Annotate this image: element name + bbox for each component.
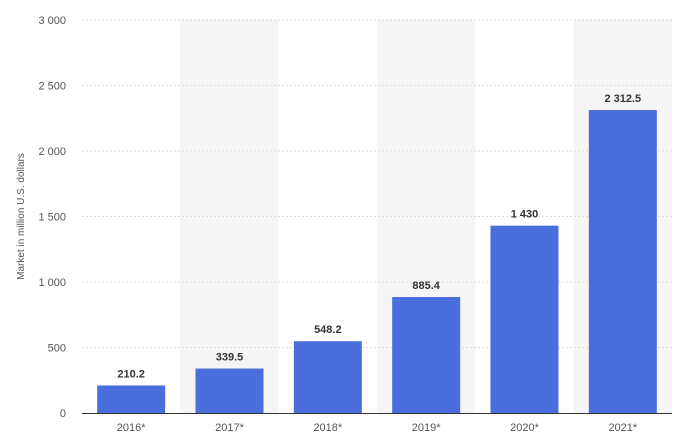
y-tick-label: 2 000 [38, 146, 66, 158]
data-labels: 210.2 339.5 548.2 885.4 1 430 2 312.5 [117, 93, 641, 380]
data-label: 548.2 [314, 324, 342, 336]
y-tick-label: 1 500 [38, 212, 66, 224]
bars [97, 110, 657, 413]
data-label: 2 312.5 [604, 93, 641, 105]
bar[interactable] [293, 341, 362, 413]
y-axis-label: Market in million U.S. dollars [16, 153, 27, 280]
y-tick-label: 2 500 [38, 81, 66, 93]
data-label: 339.5 [216, 352, 244, 364]
bar[interactable] [195, 368, 264, 413]
x-tick-label: 2019* [412, 422, 441, 434]
x-tick-label: 2020* [510, 422, 539, 434]
bar[interactable] [392, 297, 461, 413]
data-label: 1 430 [511, 209, 539, 221]
y-tick-label: 1 000 [38, 277, 66, 289]
y-tick-label: 3 000 [38, 15, 66, 27]
data-label: 210.2 [117, 368, 145, 380]
x-tick-label: 2021* [608, 422, 637, 434]
y-tick-label: 0 [60, 408, 66, 420]
bar[interactable] [588, 110, 657, 413]
x-tick-label: 2016* [117, 422, 146, 434]
bar[interactable] [97, 385, 166, 413]
y-tick-label: 500 [48, 343, 66, 355]
x-tick-label: 2018* [313, 422, 342, 434]
x-axis-ticks: 2016* 2017* 2018* 2019* 2020* 2021* [117, 422, 638, 434]
bar[interactable] [490, 225, 559, 413]
x-tick-label: 2017* [215, 422, 244, 434]
y-axis-ticks: 0 500 1 000 1 500 2 000 2 500 3 000 [38, 15, 66, 420]
data-label: 885.4 [412, 280, 440, 292]
